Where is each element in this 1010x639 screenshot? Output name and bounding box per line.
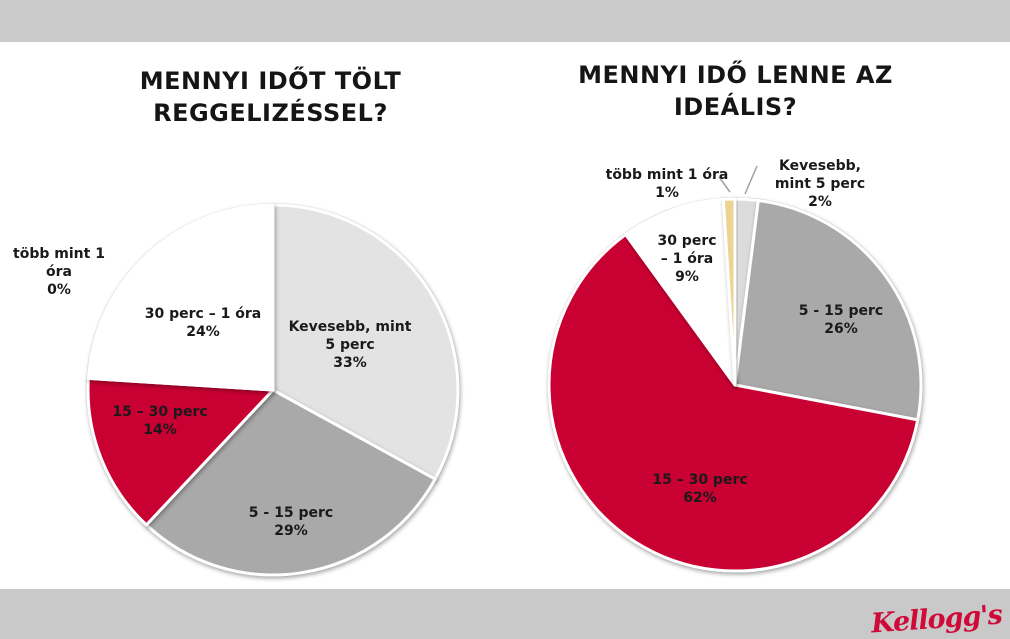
label-right-kevesebb: Kevesebb, mint 5 perc 2% (761, 157, 879, 212)
slice-name: Kevesebb, mint 5 perc (774, 158, 866, 193)
pie-1-slice-1 (733, 199, 923, 422)
label-right-30perc-1ora: 30 perc – 1 óra 9% (655, 232, 719, 287)
slice-name: több mint 1 óra (13, 246, 105, 281)
label-left-5-15perc: 5 - 15 perc 29% (226, 504, 356, 540)
slice-percent: 33% (333, 355, 367, 372)
slice-name: 15 – 30 perc (652, 472, 748, 488)
slice-name: 5 - 15 perc (248, 505, 334, 521)
slice-percent: 24% (186, 324, 220, 341)
right-chart-title: MENNYI IDŐ LENNE AZ IDEÁLIS? (578, 61, 893, 121)
slice-name: 15 – 30 perc (112, 404, 208, 420)
slice-name: több mint 1 óra (605, 167, 729, 183)
leader-line-tobb-mint-1-ora (718, 176, 731, 193)
top-gray-band (0, 0, 1010, 42)
slice-percent: 62% (683, 490, 717, 507)
slice-percent: 0% (47, 282, 71, 299)
label-left-tobb-mint-1-ora: több mint 1 óra 0% (0, 245, 118, 300)
slice-percent: 9% (675, 269, 699, 286)
label-right-15-30perc: 15 – 30 perc 62% (635, 471, 765, 507)
label-left-15-30perc: 15 – 30 perc 14% (95, 403, 225, 439)
slice-percent: 1% (655, 185, 679, 202)
slice-name: Kevesebb, mint 5 perc (288, 319, 412, 354)
label-right-5-15perc: 5 - 15 perc 26% (776, 302, 906, 338)
bottom-gray-band (0, 589, 1010, 639)
pie-0-slice-3 (86, 203, 275, 392)
slice-name: 30 perc – 1 óra (144, 306, 262, 322)
pie-0-slice-1 (144, 388, 437, 577)
label-left-30perc-1ora: 30 perc – 1 óra 24% (133, 305, 273, 341)
slice-percent: 26% (824, 321, 858, 338)
slice-name: 30 perc – 1 óra (657, 233, 717, 268)
pie-1-slice-3 (624, 197, 737, 387)
left-chart-title: MENNYI IDŐT TÖLT REGGELIZÉSSEL? (139, 67, 402, 127)
slice-percent: 14% (143, 422, 177, 439)
pie-0-slice-0 (271, 203, 460, 481)
slice-percent: 2% (808, 194, 832, 211)
leader-line-kevesebb (744, 165, 758, 195)
label-left-kevesebb: Kevesebb, mint 5 perc 33% (282, 318, 418, 373)
pie-0-slice-2 (86, 376, 275, 527)
slice-percent: 29% (274, 523, 308, 540)
pie-1-slice-4 (721, 197, 737, 387)
label-right-tobb-mint-1-ora: több mint 1 óra 1% (601, 166, 733, 202)
slice-name: 5 - 15 perc (798, 303, 884, 319)
pie-1-slice-2 (547, 233, 920, 573)
